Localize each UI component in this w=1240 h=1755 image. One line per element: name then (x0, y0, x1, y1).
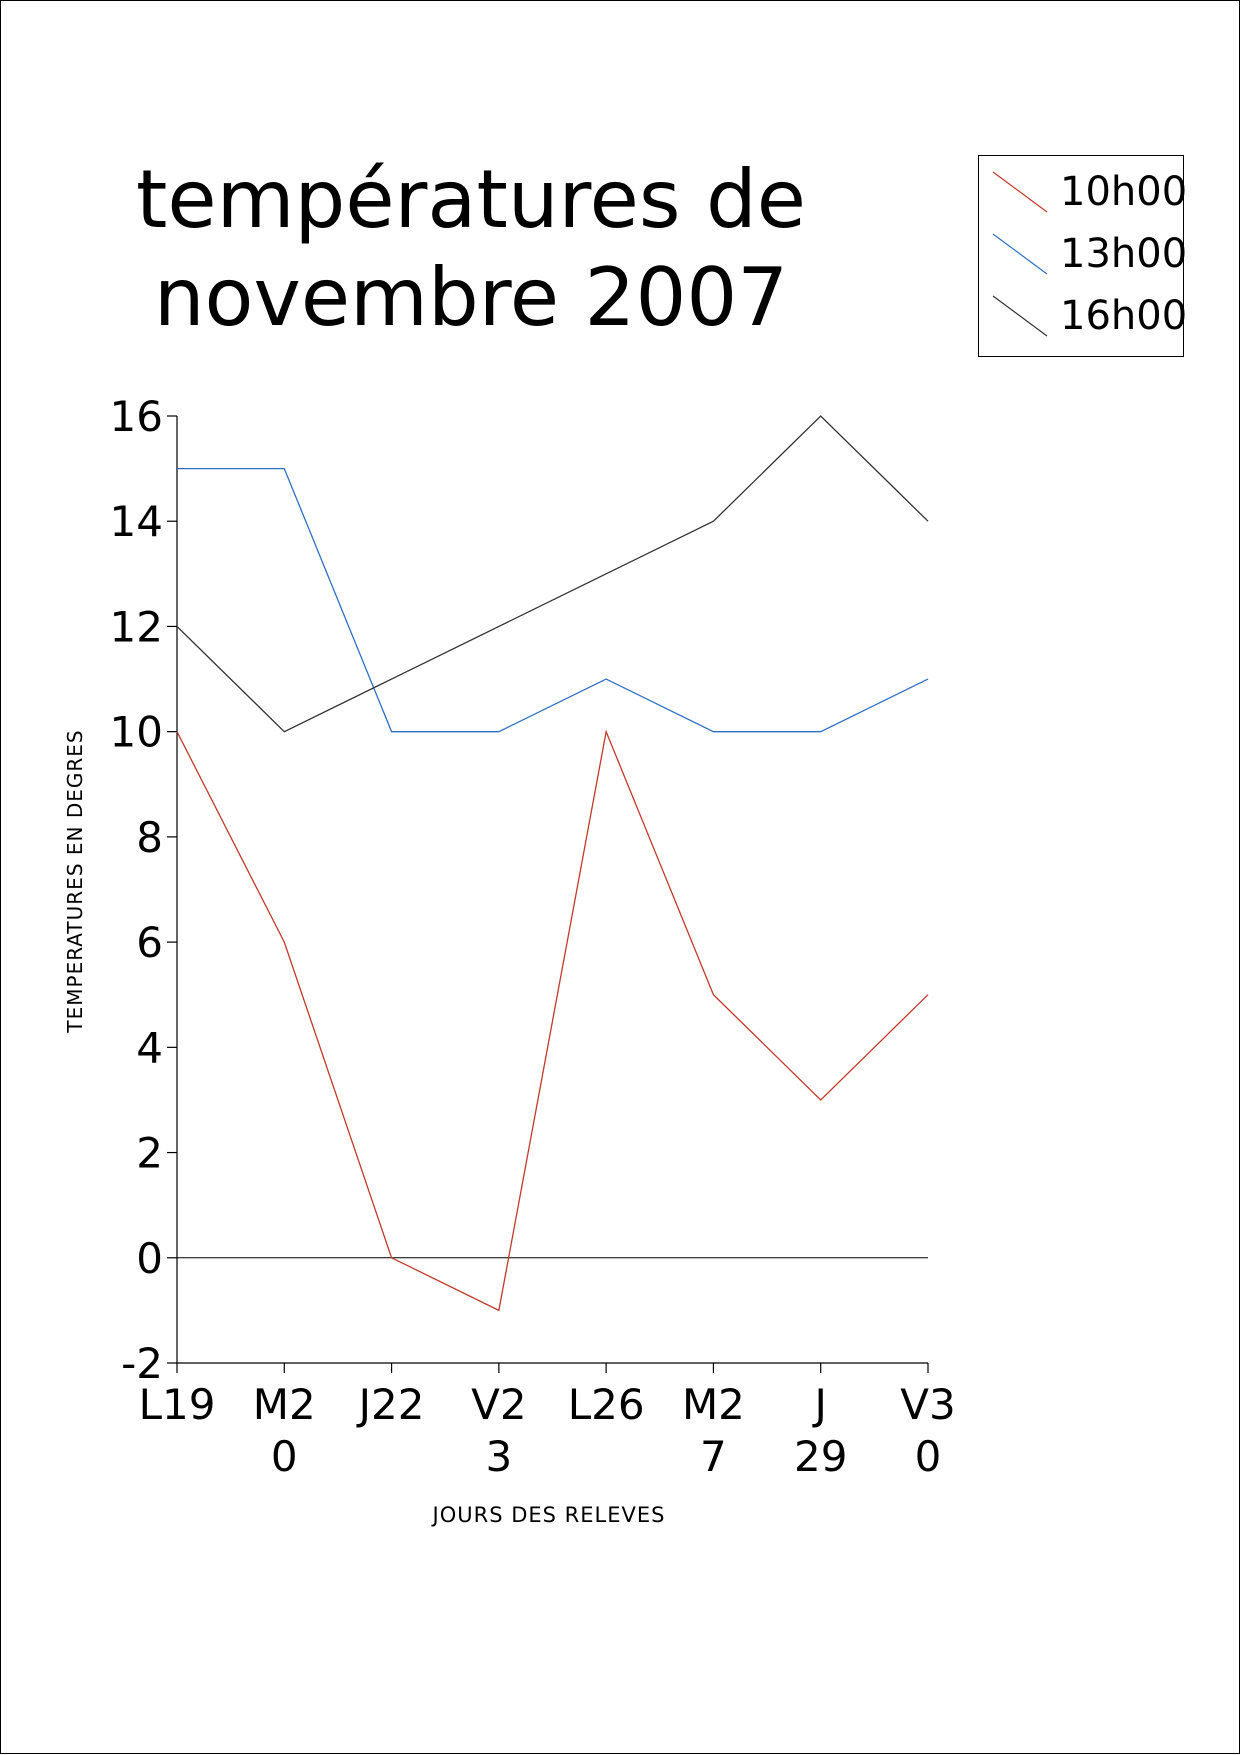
y-tick-label: 6 (136, 918, 163, 967)
legend-label-13h00: 13h00 (1060, 230, 1187, 278)
legend-swatch-16h00 (991, 294, 1051, 338)
legend-item-10h00: 10h00 (991, 170, 1181, 214)
y-tick-label: 16 (110, 392, 163, 441)
x-tick-label: J22 (356, 1380, 425, 1429)
y-tick-label: 0 (136, 1234, 163, 1283)
legend-label-16h00: 16h00 (1060, 292, 1187, 340)
legend: 10h00 13h00 16h00 (978, 155, 1184, 357)
y-tick-label: 12 (110, 602, 163, 651)
legend-item-16h00: 16h00 (991, 294, 1181, 338)
y-tick-label: 8 (136, 813, 163, 862)
x-tick-label: L19 (139, 1380, 216, 1429)
legend-item-13h00: 13h00 (991, 232, 1181, 276)
legend-label-10h00: 10h00 (1060, 168, 1187, 216)
x-tick-label: L26 (568, 1380, 645, 1429)
legend-swatch-13h00 (991, 232, 1051, 276)
y-tick-label: 4 (136, 1023, 163, 1072)
series-line-16h00 (177, 416, 928, 732)
y-axis-label: TEMPERATURES EN DEGRES (63, 729, 87, 1032)
y-tick-label: 14 (110, 497, 163, 546)
y-tick-label: 2 (136, 1129, 163, 1178)
series-line-10h00 (177, 732, 928, 1311)
x-axis-label: JOURS DES RELEVES (349, 1503, 749, 1527)
y-tick-label: 10 (110, 708, 163, 757)
legend-swatch-10h00 (991, 170, 1051, 214)
